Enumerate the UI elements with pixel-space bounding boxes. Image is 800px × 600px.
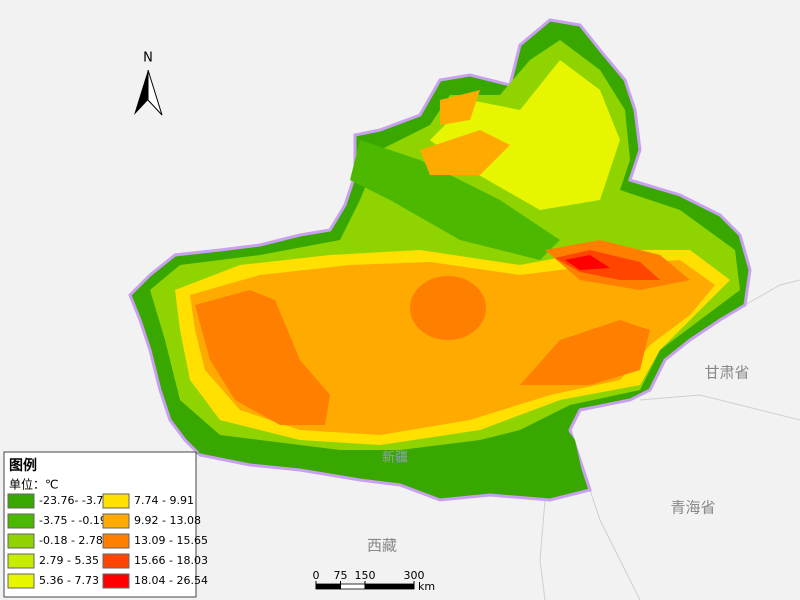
zone <box>565 255 610 270</box>
zone <box>190 420 585 497</box>
scale-label: 75 <box>334 569 348 582</box>
legend-swatch <box>7 493 35 509</box>
legend-swatch <box>7 573 35 589</box>
legend-label: 2.79 - 5.35 <box>39 554 99 567</box>
legend-label: 13.09 - 15.65 <box>134 534 208 547</box>
legend: -23.76- -3.76 -3.75 - -0.19 -0.18 - 2.78 2.… <box>7 493 208 589</box>
legend-swatch <box>102 533 130 549</box>
zone <box>350 140 560 260</box>
borders <box>539 279 800 600</box>
province-border <box>589 489 641 600</box>
scale-label: 0 <box>313 569 320 582</box>
legend-box <box>3 451 197 598</box>
legend-label: 18.04 - 26.54 <box>134 574 208 587</box>
legend-label: 9.92 - 13.08 <box>134 514 201 527</box>
province-border <box>639 394 800 421</box>
legend-title: 图例 <box>9 457 37 474</box>
north-arrow <box>134 70 148 115</box>
legend-swatch <box>102 513 130 529</box>
legend-label: 15.66 - 18.03 <box>134 554 208 567</box>
legend-swatch <box>7 513 35 529</box>
north-label: N <box>143 51 153 66</box>
legend-swatch <box>102 553 130 569</box>
zone <box>520 320 650 385</box>
legend-label: 5.36 - 7.73 <box>39 574 99 587</box>
place-label: 甘肃省 <box>704 364 749 382</box>
scale-label: 150 <box>355 569 376 582</box>
place-label: 青海省 <box>670 499 715 517</box>
legend-label: -23.76- -3.76 <box>39 494 110 507</box>
legend-label: 7.74 - 9.91 <box>134 494 194 507</box>
zone <box>420 130 510 175</box>
north-arrow <box>147 69 163 116</box>
legend-unit: 单位：℃ <box>9 477 58 492</box>
legend-label: -3.75 - -0.19 <box>39 514 107 527</box>
zone <box>410 276 486 340</box>
province-border <box>539 499 546 600</box>
scale-segment <box>340 583 366 590</box>
place-label: 新疆 <box>382 450 408 466</box>
scale-segment <box>364 583 415 590</box>
zone <box>195 290 330 425</box>
legend-label: -0.18 - 2.78 <box>39 534 103 547</box>
scale-segment <box>315 583 341 590</box>
legend-swatch <box>7 533 35 549</box>
scale-label: 300 <box>404 569 425 582</box>
scale-unit: km <box>418 580 435 593</box>
province-border <box>744 279 800 306</box>
legend-swatch <box>7 553 35 569</box>
zone <box>440 90 480 125</box>
legend-swatch <box>102 493 130 509</box>
place-label: 西藏 <box>367 537 397 555</box>
legend-swatch <box>102 573 130 589</box>
